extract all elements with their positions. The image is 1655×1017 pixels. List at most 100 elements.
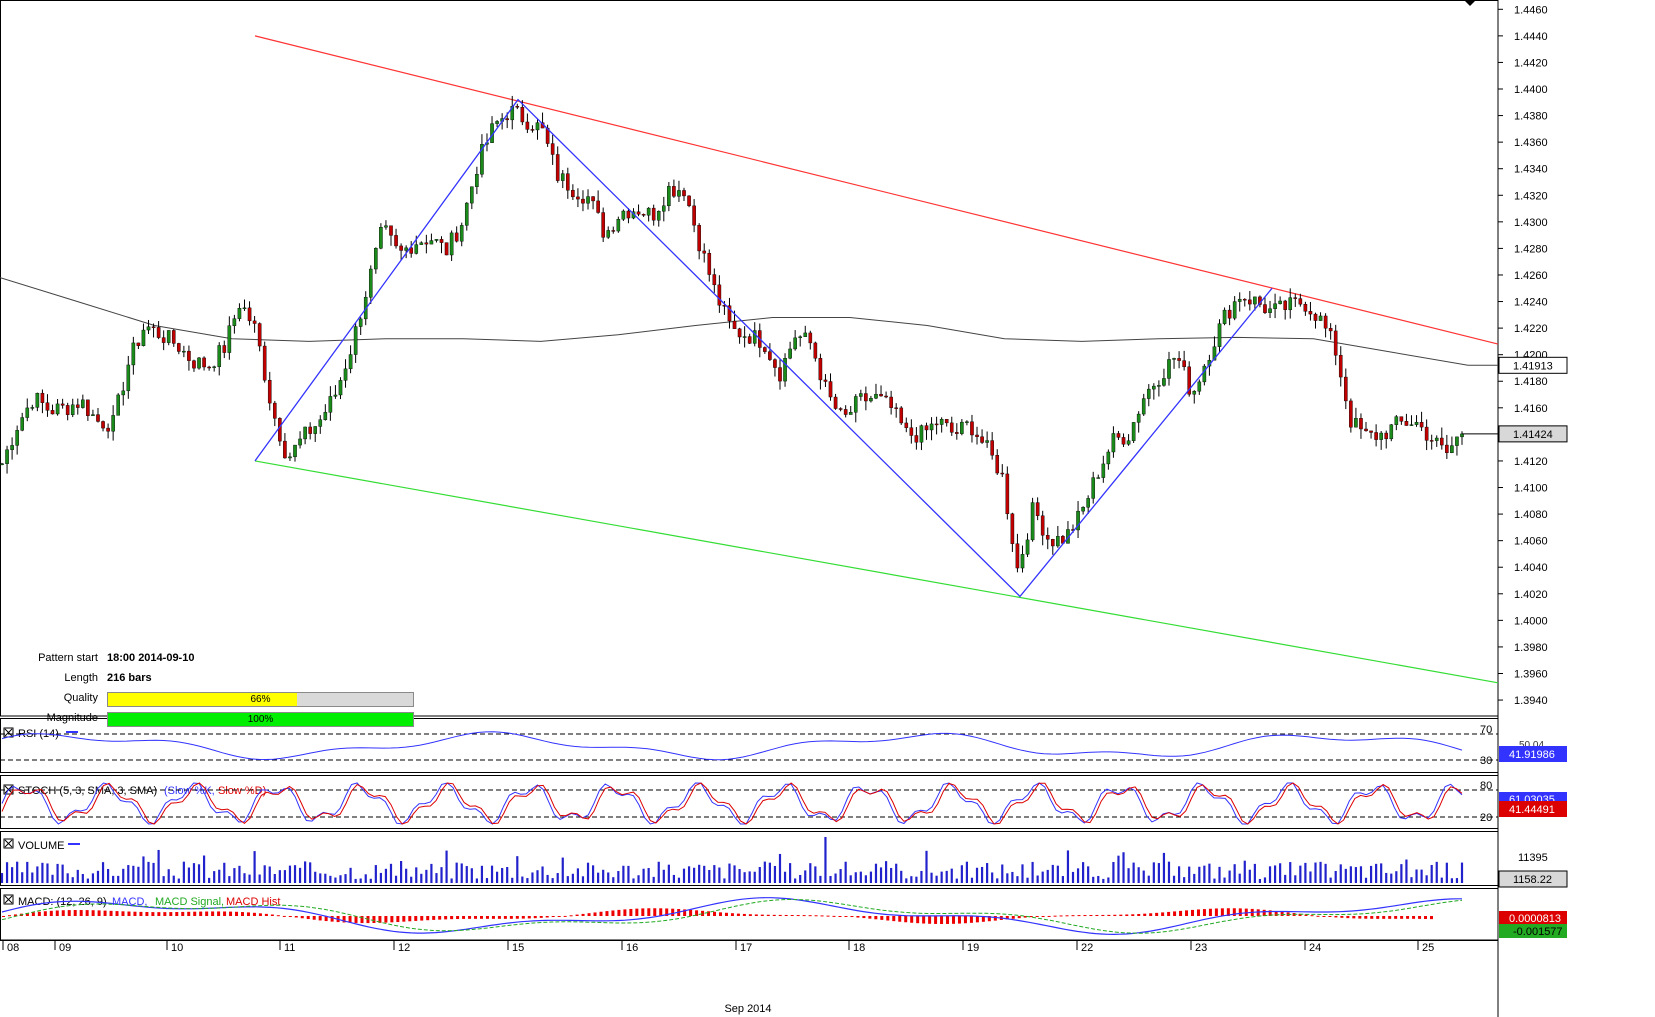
time-tick-label: 10 (171, 942, 183, 954)
candle-body (727, 305, 732, 322)
candle-body (1349, 400, 1353, 428)
candle-body (409, 247, 414, 254)
macd-hist-bar (133, 911, 137, 916)
candle-body (924, 425, 929, 431)
time-tick-label: 19 (967, 942, 979, 954)
candle-body (121, 390, 126, 396)
macd-hist-bar (7, 915, 11, 917)
macd-hist-bar (1316, 915, 1320, 917)
candle-body (899, 407, 904, 424)
candle-body (520, 107, 525, 123)
candle-body (151, 326, 156, 328)
macd-hist-bar (318, 916, 322, 921)
macd-hist-bar (61, 910, 65, 916)
macd-hist-bar (294, 916, 298, 918)
candle-body (434, 239, 439, 241)
candle-body (1227, 309, 1232, 319)
macd-signal-line (1, 899, 1463, 934)
macd-hist-bar (115, 911, 119, 916)
candle-body (1399, 416, 1404, 422)
rsi-line (1, 731, 1463, 761)
candle-body (717, 284, 722, 306)
macd-hist-bar (1334, 916, 1338, 918)
stoch-label: STOCH (5, 3, SMA, 3, SMA) (18, 785, 157, 797)
macd-hist-bar (25, 912, 29, 916)
candle-body (30, 407, 35, 409)
macd-hist-bar (862, 916, 866, 919)
macd-hist-bar (67, 910, 71, 916)
volume-collapse-icon-cross-b (4, 839, 13, 848)
macd-hist-bar (13, 914, 17, 916)
candle-body (672, 186, 676, 197)
candle-body (601, 212, 605, 238)
macd-hist-bar (593, 912, 597, 916)
pattern-start-value: 18:00 2014-09-10 (107, 652, 195, 664)
candle-body (288, 456, 292, 459)
macd-hist-bar (1370, 916, 1374, 919)
macd-hist-bar (1125, 914, 1129, 916)
candle-body (581, 198, 585, 204)
macd-hist-bar (1041, 916, 1045, 917)
macd-hist-bar (563, 915, 567, 917)
candle-body (404, 247, 408, 251)
rsi-level-70-label: 70 (1480, 724, 1492, 736)
macd-signal-tag: -0.001577 (1513, 926, 1563, 938)
candle-body (869, 398, 873, 402)
macd-hist-bar (790, 915, 794, 917)
candle-body (1146, 388, 1151, 399)
candle-body (156, 327, 161, 338)
macd-hist-bar (85, 910, 89, 916)
candle-body (823, 379, 828, 382)
candle-body (187, 350, 191, 361)
macd-hist-bar (952, 916, 956, 924)
macd-hist-bar (181, 911, 185, 916)
candle-body (1056, 536, 1060, 547)
candle-body (101, 421, 105, 429)
candle-body (960, 421, 964, 434)
candle-body (1303, 303, 1308, 312)
candle-body (1045, 535, 1050, 540)
candle-body (1338, 355, 1343, 378)
macd-hist-bar (581, 913, 585, 916)
candle-body (773, 359, 777, 368)
stoch-k-legend: (Slow %K, (164, 785, 215, 797)
chart-shift-marker-icon (1464, 0, 1476, 6)
macd-hist-bar (1095, 914, 1099, 916)
candle-body (889, 396, 893, 408)
macd-hist-bar (420, 916, 424, 921)
candle-body (1005, 473, 1010, 515)
macd-hist-bar (874, 916, 878, 920)
macd-hist-bar (545, 916, 549, 918)
candle-body (848, 412, 853, 415)
candle-body (298, 438, 302, 446)
macd-hist-bar (969, 916, 973, 923)
candle-body (1384, 432, 1389, 440)
macd-hist-bar (916, 916, 920, 924)
macd-hist-bar (1226, 908, 1230, 916)
candle-body (651, 207, 656, 221)
macd-hist-bar (760, 914, 764, 916)
candle-body (1131, 422, 1136, 441)
candle-body (1374, 432, 1378, 440)
macd-hist-bar (778, 914, 782, 916)
candle-body (1000, 472, 1005, 475)
candle-body (399, 245, 403, 251)
candle-body (914, 435, 919, 443)
candle-body (91, 414, 95, 416)
time-axis-month-label: Sep 2014 (724, 1003, 771, 1015)
candle-body (550, 143, 555, 155)
macd-hist-bar (934, 916, 938, 924)
macd-hist-bar (205, 911, 209, 916)
candle-body (990, 440, 994, 456)
candle-body (510, 106, 515, 121)
macd-hist-bar (736, 913, 740, 916)
macd-hist-bar (342, 916, 346, 923)
candle-body (106, 427, 110, 432)
price-tick-label: 1.4160 (1514, 403, 1548, 415)
price-tick-label: 1.3980 (1514, 642, 1548, 654)
macd-hist-bar (1131, 914, 1135, 916)
macd-collapse-icon-cross-b (4, 895, 13, 904)
candle-body (313, 426, 318, 434)
stoch-d-tag: 41.44491 (1509, 804, 1555, 816)
